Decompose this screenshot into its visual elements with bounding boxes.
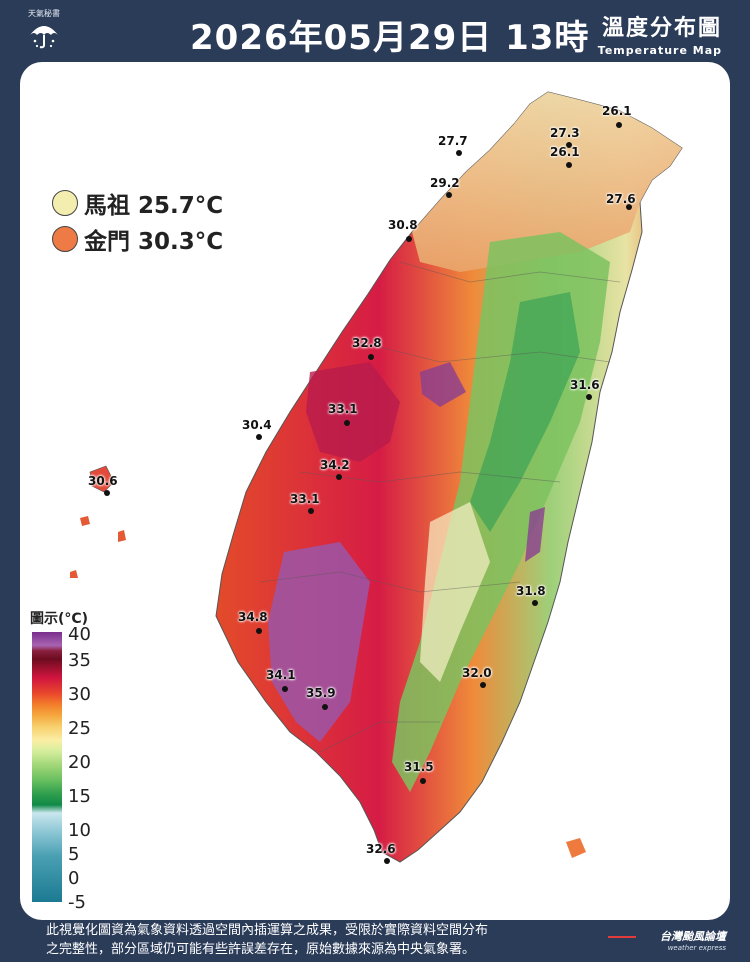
- station-label: 26.1: [602, 104, 632, 118]
- logo: 天氣秘書: [22, 8, 66, 56]
- station-dot: [104, 490, 110, 496]
- colorbar-tick: 40: [68, 624, 91, 645]
- kinmen-swatch: [52, 226, 78, 252]
- kinmen-legend: 金門 30.3°C: [52, 222, 223, 256]
- station-dot: [336, 474, 342, 480]
- station-label: 33.1: [328, 402, 358, 416]
- station-label: 34.8: [238, 610, 268, 624]
- station-dot: [344, 420, 350, 426]
- temperature-colorbar: [32, 632, 62, 902]
- station-label: 26.1: [550, 145, 580, 159]
- colorbar-tick: 20: [68, 752, 91, 773]
- station-dot: [456, 150, 462, 156]
- station-dot: [586, 394, 592, 400]
- station-label: 27.6: [606, 192, 636, 206]
- station-label: 32.8: [352, 336, 382, 350]
- disclaimer-line: 之完整性，部分區域仍可能有些許誤差存在，原始數據來源為中央氣象署。: [46, 942, 476, 957]
- map-title-zh: 溫度分布圖: [601, 16, 722, 41]
- colorbar-tick: 5: [68, 844, 80, 865]
- station-dot: [256, 434, 262, 440]
- station-dot: [420, 778, 426, 784]
- map-title-en: Temperature Map: [597, 44, 722, 57]
- legend-title: 圖示(°C): [30, 611, 89, 627]
- brand-tagline: weather express: [667, 944, 726, 952]
- station-label: 32.0: [462, 666, 492, 680]
- header: 天氣秘書 2026年05月29日 13時 溫度分布圖 Temperature M…: [0, 0, 750, 62]
- station-label: 30.8: [388, 218, 418, 232]
- station-label: 31.5: [404, 760, 434, 774]
- kinmen-label: 金門 30.3°C: [84, 229, 224, 255]
- station-dot: [532, 600, 538, 606]
- station-dot: [406, 236, 412, 242]
- colorbar-tick: -5: [68, 892, 86, 913]
- station-dot: [308, 508, 314, 514]
- station-dot: [256, 628, 262, 634]
- station-dot: [282, 686, 288, 692]
- station-label: 30.6: [88, 474, 118, 488]
- station-dot: [616, 122, 622, 128]
- map-panel: 馬祖 25.7°C 金門 30.3°C 26.1 27.3 27.7 26.1 …: [20, 62, 730, 920]
- colorbar-tick: 25: [68, 718, 91, 739]
- colorbar-tick: 0: [68, 868, 80, 889]
- station-dot: [368, 354, 374, 360]
- station-dot: [480, 682, 486, 688]
- brand-bar: [608, 936, 636, 938]
- matsu-swatch: [52, 190, 78, 216]
- station-label: 34.2: [320, 458, 350, 472]
- umbrella-icon: [30, 26, 58, 49]
- station-dot: [322, 704, 328, 710]
- station-dot: [566, 142, 572, 148]
- disclaimer: 此視覺化圖資為氣象資料透過空間內插運算之成果，受限於實際資料空間分布 之完整性，…: [46, 921, 616, 959]
- station-dot: [384, 858, 390, 864]
- page-title: 2026年05月29日 13時: [190, 18, 590, 58]
- colorbar-tick: 10: [68, 820, 91, 841]
- station-label: 34.1: [266, 668, 296, 682]
- brand: 台灣颱風論壇 weather express: [608, 928, 726, 952]
- station-label: 35.9: [306, 686, 336, 700]
- station-label: 30.4: [242, 418, 272, 432]
- map-title: 溫度分布圖 Temperature Map: [598, 10, 722, 57]
- taiwan-temperature-map: [70, 91, 683, 863]
- disclaimer-line: 此視覺化圖資為氣象資料透過空間內插運算之成果，受限於實際資料空間分布: [46, 923, 489, 938]
- station-label: 33.1: [290, 492, 320, 506]
- colorbar-tick: 35: [68, 650, 91, 671]
- station-dot: [566, 162, 572, 168]
- station-label: 31.6: [570, 378, 600, 392]
- station-label: 27.3: [550, 126, 580, 140]
- matsu-legend: 馬祖 25.7°C: [52, 186, 223, 220]
- logo-text: 天氣秘書: [28, 9, 60, 18]
- station-dot: [626, 204, 632, 210]
- station-dot: [446, 192, 452, 198]
- colorbar-tick: 15: [68, 786, 91, 807]
- station-label: 31.8: [516, 584, 546, 598]
- colorbar-tick: 30: [68, 684, 91, 705]
- matsu-label: 馬祖 25.7°C: [84, 193, 224, 219]
- station-label: 27.7: [438, 134, 468, 148]
- station-label: 29.2: [430, 176, 460, 190]
- brand-name: 台灣颱風論壇: [660, 930, 726, 943]
- station-label: 32.6: [366, 842, 396, 856]
